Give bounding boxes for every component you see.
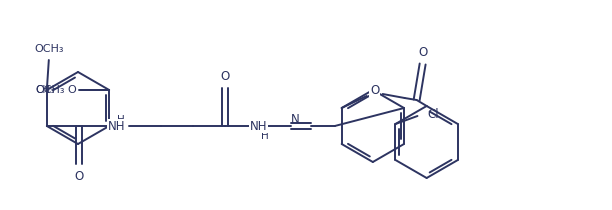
Text: N: N (291, 113, 299, 126)
Text: Cl: Cl (428, 108, 439, 121)
Text: N: N (110, 119, 119, 133)
Text: CH₃: CH₃ (35, 85, 54, 95)
Text: H: H (117, 115, 125, 125)
Text: O: O (370, 84, 379, 97)
Text: NH: NH (250, 119, 267, 133)
Text: O: O (220, 70, 230, 83)
Text: OCH₃: OCH₃ (34, 44, 64, 54)
Text: O: O (74, 169, 83, 182)
Text: O: O (418, 46, 427, 59)
Text: NH: NH (108, 119, 125, 133)
Text: H: H (261, 131, 269, 141)
Text: O: O (68, 85, 76, 95)
Text: N: N (252, 119, 261, 133)
Text: OCH₃: OCH₃ (35, 85, 65, 95)
